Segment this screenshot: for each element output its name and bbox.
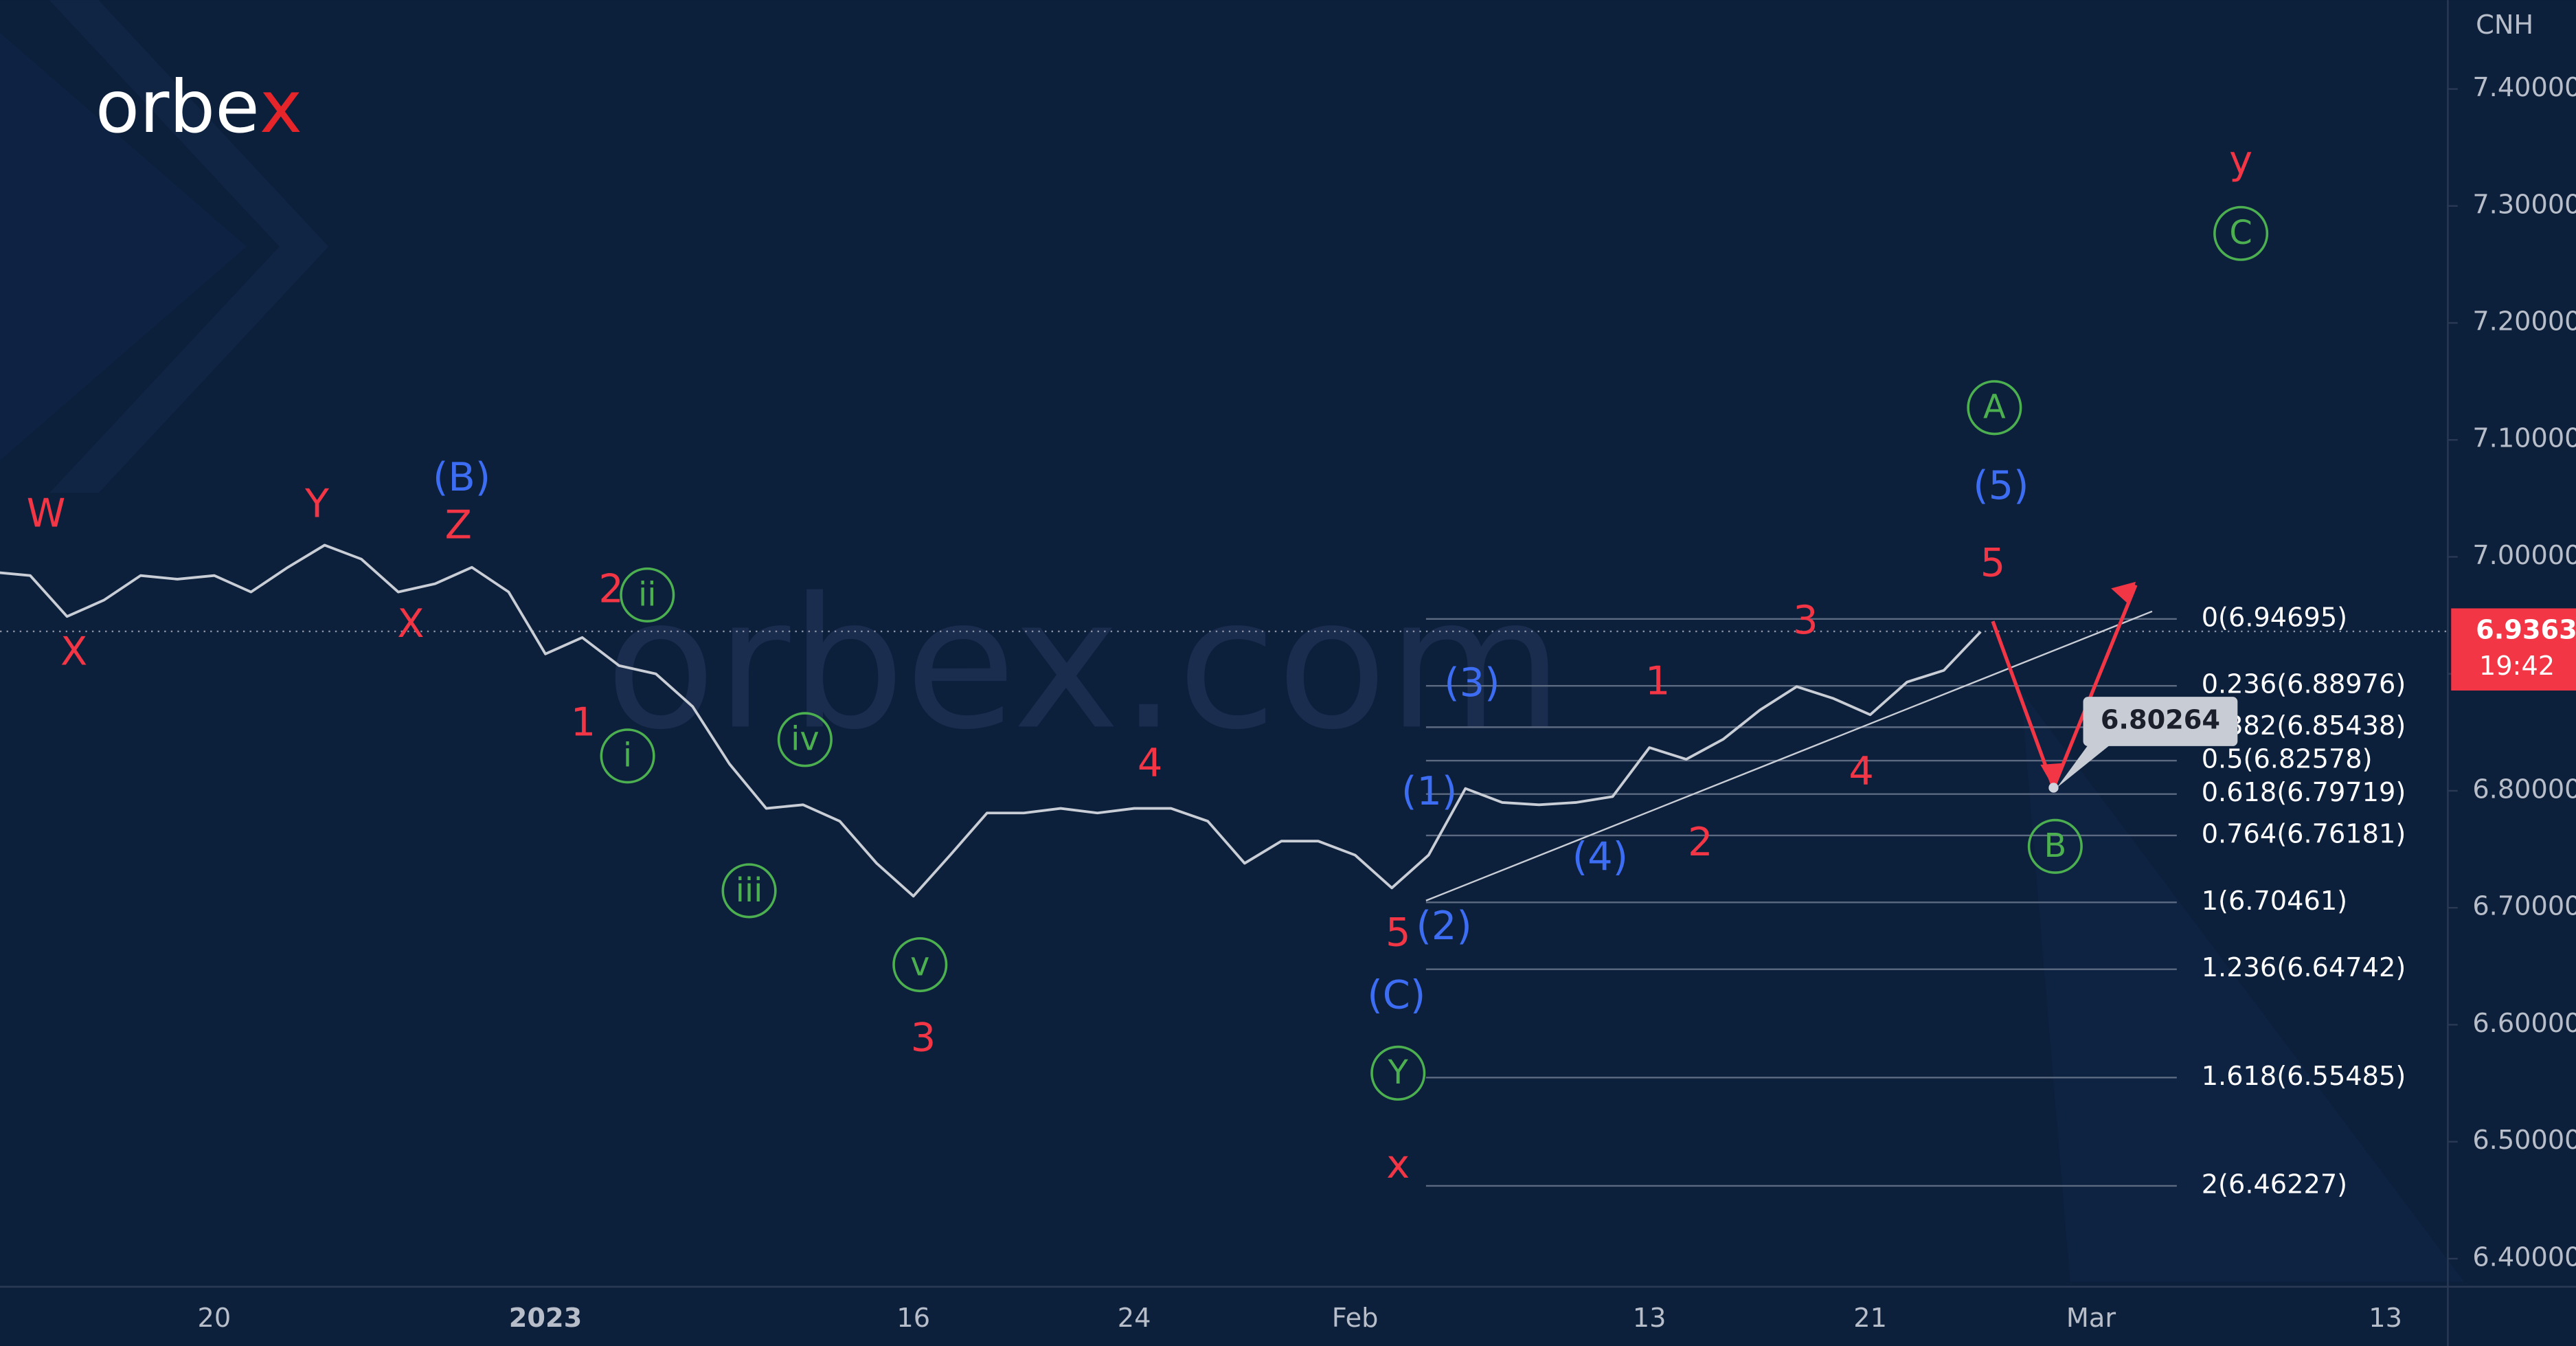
fib-label: 1(6.70461) xyxy=(2202,886,2347,917)
wave-circle xyxy=(777,712,833,767)
fib-label: 2(6.46227) xyxy=(2202,1169,2347,1200)
wave-label: (5) xyxy=(1973,462,2029,508)
fib-label: 0(6.94695) xyxy=(2202,602,2347,633)
x-tick-label: 16 xyxy=(896,1303,930,1334)
fib-label: 1.236(6.64742) xyxy=(2202,952,2406,983)
wave-label: (C) xyxy=(1367,972,1425,1018)
wave-label: (B) xyxy=(433,454,490,500)
wave-label: 3 xyxy=(1793,597,1818,643)
fib-label: 0.236(6.88976) xyxy=(2202,669,2406,700)
wave-label: 4 xyxy=(1138,740,1163,786)
wave-circle xyxy=(892,936,948,993)
y-tick-label: 6.80000 xyxy=(2472,774,2576,805)
wave-label: X xyxy=(60,629,87,675)
trend-line xyxy=(1425,610,2153,901)
x-tick-label: 20 xyxy=(198,1303,231,1334)
wave-label: 1 xyxy=(1645,658,1671,704)
price-line xyxy=(0,543,1982,898)
wave-label: x xyxy=(1386,1141,1410,1187)
wave-label: Y xyxy=(1388,1054,1409,1092)
wave-circle xyxy=(2027,818,2083,874)
wave-label: 4 xyxy=(1849,748,1874,794)
callout-label: 6.80264 xyxy=(2101,705,2220,736)
callout-box xyxy=(2083,697,2238,746)
y-tick-label: 6.70000 xyxy=(2472,891,2576,922)
x-tick-label: Feb xyxy=(1332,1303,1379,1334)
fib-label: 0.618(6.79719) xyxy=(2202,777,2406,808)
wave-label: Y xyxy=(304,480,330,526)
price-badge xyxy=(2451,608,2576,691)
arrow-head xyxy=(2040,763,2064,788)
brand-text: orbe xyxy=(95,65,260,149)
wave-label: 2 xyxy=(598,566,624,612)
x-tick-label: 13 xyxy=(2369,1303,2402,1334)
fib-label: 0.5(6.82578) xyxy=(2202,744,2373,775)
y-tick-label: 7.40000 xyxy=(2472,72,2576,103)
wave-label: (2) xyxy=(1416,903,1472,949)
decor-shape xyxy=(0,32,247,460)
wave-label: C xyxy=(2229,214,2252,252)
wave-label: (1) xyxy=(1401,768,1457,814)
x-tick-label: 24 xyxy=(1118,1303,1151,1334)
x-tick-label: 21 xyxy=(1853,1303,1887,1334)
fib-label: 1.618(6.55485) xyxy=(2202,1061,2406,1092)
watermark: orbex.com xyxy=(605,559,1563,770)
wave-label: iv xyxy=(791,721,820,759)
wave-label: v xyxy=(910,945,929,983)
wave-label: ii xyxy=(638,576,657,614)
y-tick-label: 6.60000 xyxy=(2472,1008,2576,1039)
wave-circle xyxy=(600,728,655,784)
price-badge-countdown: 19:42 xyxy=(2479,651,2555,682)
wave-label: B xyxy=(2044,827,2066,865)
wave-label: y xyxy=(2229,137,2252,183)
target-point xyxy=(2048,783,2059,793)
wave-label: 2 xyxy=(1688,819,1713,865)
wave-label: X xyxy=(397,601,424,647)
wave-label: W xyxy=(27,491,66,537)
y-tick-label: 6.40000 xyxy=(2472,1242,2576,1272)
wave-label: Z xyxy=(445,502,472,548)
wave-label: 5 xyxy=(1386,910,1411,956)
wave-label: 1 xyxy=(571,699,596,745)
price-badge-value: 6.9363 xyxy=(2476,614,2576,645)
wave-circle xyxy=(2213,205,2269,261)
wave-label: i xyxy=(623,737,632,775)
brand-logo: orbex xyxy=(95,65,302,149)
wave-circle xyxy=(1370,1045,1426,1101)
brand-accent: x xyxy=(260,65,302,149)
wave-label: A xyxy=(1983,389,2006,427)
wave-label: (4) xyxy=(1572,834,1628,880)
y-tick-label: 6.50000 xyxy=(2472,1125,2576,1156)
wave-label: 3 xyxy=(911,1015,936,1061)
y-tick-label: 7.10000 xyxy=(2472,423,2576,454)
wave-circle xyxy=(721,863,777,919)
decor-shape xyxy=(49,0,329,493)
y-tick-label: 7.30000 xyxy=(2472,189,2576,220)
wave-circle xyxy=(1967,380,2022,436)
y-tick-label: 7.00000 xyxy=(2472,540,2576,571)
x-tick-label: 13 xyxy=(1633,1303,1667,1334)
fib-label: 0.764(6.76181) xyxy=(2202,818,2406,849)
wave-label: (3) xyxy=(1444,660,1500,706)
axis-label: CNH xyxy=(2476,10,2533,41)
wave-circle xyxy=(620,567,675,622)
wave-label: 5 xyxy=(1980,539,2006,585)
x-tick-label: Mar xyxy=(2066,1303,2116,1334)
callout-pointer xyxy=(2057,743,2113,788)
arrow-head xyxy=(2111,581,2136,605)
y-tick-label: 7.20000 xyxy=(2472,306,2576,337)
x-tick-label: 2023 xyxy=(509,1303,582,1334)
wave-label: iii xyxy=(736,872,763,910)
x-tick-label: 2 xyxy=(0,1303,2,1334)
